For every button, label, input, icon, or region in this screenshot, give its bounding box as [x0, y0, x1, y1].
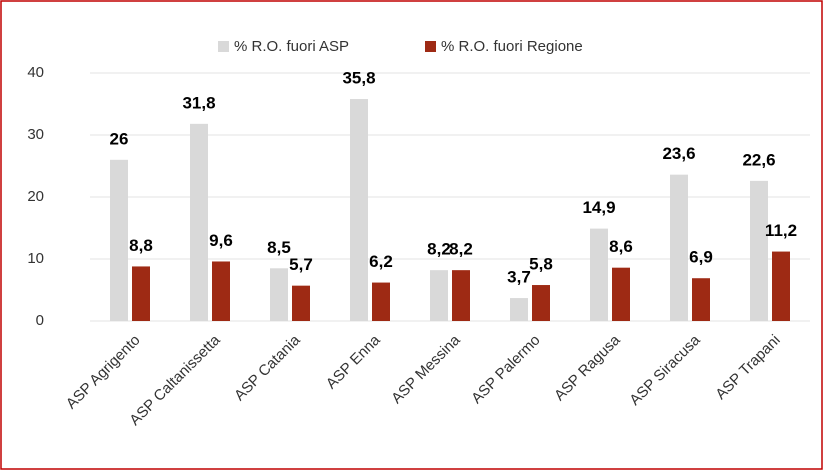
data-label: 9,6 [209, 231, 233, 250]
data-label: 22,6 [742, 150, 775, 169]
bar [212, 261, 230, 321]
bar [772, 251, 790, 321]
bar [750, 180, 768, 321]
y-tick-label: 10 [27, 250, 44, 267]
bar [292, 285, 310, 321]
y-tick-label: 20 [27, 188, 44, 205]
data-label: 8,8 [129, 236, 153, 255]
bar [190, 123, 208, 321]
bar [612, 267, 630, 321]
bar [532, 285, 550, 321]
data-label: 5,8 [529, 255, 553, 274]
legend-label: % R.O. fuori ASP [234, 38, 349, 55]
legend-swatch [425, 41, 436, 52]
y-tick-label: 0 [36, 312, 44, 329]
legend-swatch [218, 41, 229, 52]
data-label: 26 [110, 129, 129, 148]
bar [110, 159, 128, 321]
bar [350, 99, 368, 321]
data-label: 8,6 [609, 237, 633, 256]
data-label: 31,8 [182, 93, 215, 112]
data-label: 8,2 [449, 240, 473, 259]
data-label: 6,9 [689, 248, 713, 267]
bar [452, 270, 470, 321]
y-tick-label: 40 [27, 64, 44, 81]
legend-label: % R.O. fuori Regione [441, 38, 583, 55]
y-tick-label: 30 [27, 126, 44, 143]
bar [670, 174, 688, 321]
data-label: 3,7 [507, 268, 531, 287]
bar [692, 278, 710, 321]
data-label: 6,2 [369, 252, 393, 271]
data-label: 8,5 [267, 238, 291, 257]
bar [372, 282, 390, 321]
bar [510, 298, 528, 321]
data-label: 5,7 [289, 255, 313, 274]
data-label: 8,2 [427, 240, 451, 259]
bar [590, 228, 608, 321]
bar [132, 266, 150, 321]
data-label: 23,6 [662, 144, 695, 163]
bar [430, 270, 448, 321]
data-label: 11,2 [765, 221, 797, 240]
bar [270, 268, 288, 321]
data-label: 35,8 [342, 69, 375, 88]
data-label: 14,9 [582, 198, 615, 217]
